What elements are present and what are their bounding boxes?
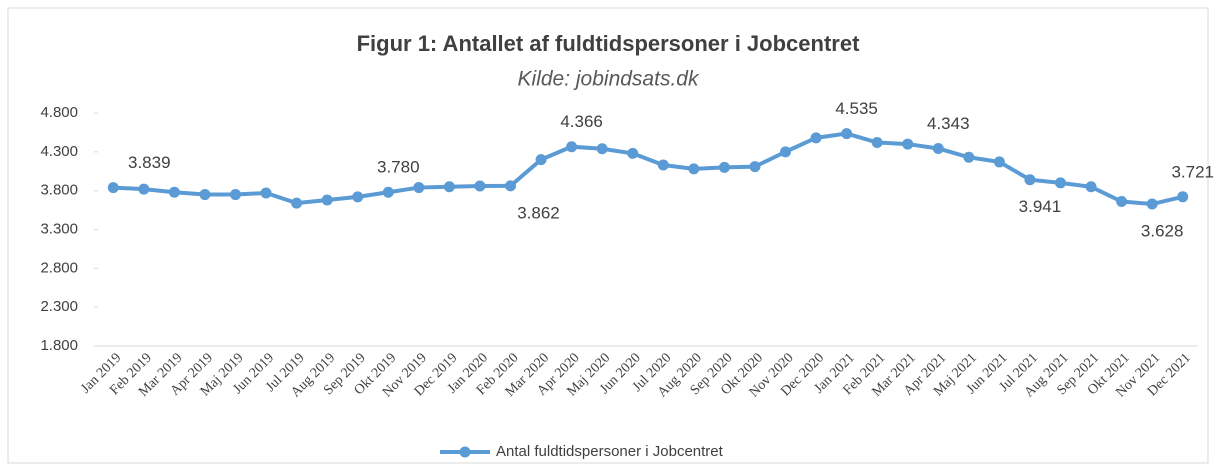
marker <box>688 163 700 175</box>
marker <box>780 146 791 158</box>
marker <box>1085 181 1097 193</box>
marker <box>596 143 608 155</box>
marker <box>474 180 486 192</box>
marker <box>321 194 333 206</box>
marker <box>993 156 1005 168</box>
marker <box>352 191 364 203</box>
y-tick-label: 1.800 <box>40 337 78 354</box>
y-tick-label: 2.800 <box>40 259 78 276</box>
data-label: 3.628 <box>1141 222 1184 241</box>
chart-title: Figur 1: Antallet af fuldtidspersoner i … <box>357 31 860 56</box>
marker <box>902 138 914 150</box>
marker <box>627 147 639 159</box>
y-tick-label: 4.800 <box>40 104 78 121</box>
marker <box>718 161 730 173</box>
data-label: 3.862 <box>517 203 560 222</box>
y-tick-label: 3.800 <box>40 182 78 199</box>
chart-frame <box>7 7 1209 464</box>
marker <box>107 182 119 194</box>
y-tick-label: 2.300 <box>40 298 78 315</box>
marker <box>566 141 578 153</box>
marker <box>505 180 516 192</box>
marker <box>963 151 975 163</box>
data-label: 3.780 <box>377 158 420 177</box>
data-label: 3.721 <box>1171 162 1214 181</box>
data-label: 4.535 <box>835 99 878 118</box>
chart-subtitle: Kilde: jobindsats.dk <box>518 68 700 91</box>
marker <box>810 132 822 144</box>
marker <box>932 142 944 154</box>
marker <box>749 161 761 173</box>
legend-marker <box>459 446 471 458</box>
marker <box>1024 174 1036 186</box>
marker <box>199 189 211 201</box>
marker <box>1177 191 1189 203</box>
data-label: 3.839 <box>128 153 171 172</box>
marker <box>138 183 150 195</box>
marker <box>260 187 272 199</box>
y-tick-label: 3.300 <box>40 220 78 237</box>
marker <box>413 182 425 194</box>
legend-label: Antal fuldtidspersoner i Jobcentret <box>496 443 724 460</box>
data-label: 4.366 <box>560 112 603 131</box>
marker <box>168 186 180 198</box>
marker <box>535 154 547 166</box>
marker <box>871 137 883 149</box>
marker <box>443 181 455 193</box>
marker <box>291 197 303 209</box>
marker <box>1055 177 1066 189</box>
marker <box>841 128 853 140</box>
data-label: 3.941 <box>1019 197 1062 216</box>
marker <box>230 189 241 201</box>
y-tick-label: 4.300 <box>40 143 78 160</box>
marker <box>1146 198 1158 210</box>
marker <box>382 186 394 198</box>
data-label: 4.343 <box>927 114 970 133</box>
marker <box>657 159 669 171</box>
marker <box>1116 196 1128 208</box>
